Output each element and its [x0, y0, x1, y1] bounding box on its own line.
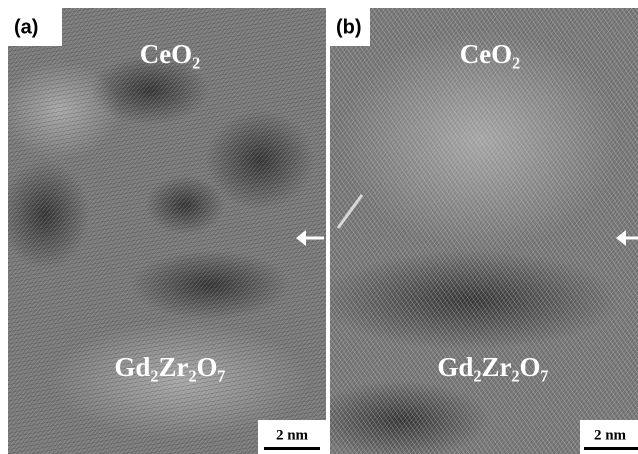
micrograph-b — [310, 8, 638, 454]
figure: (a) CeO₂ Gd₂Zr₂O₇ 2 nm (b) CeO₂ Gd₂Zr₂O₇… — [0, 0, 638, 454]
panel-label: (a) — [14, 16, 38, 38]
phase-label: CeO₂ — [140, 39, 201, 69]
phase-label: CeO₂ — [460, 39, 521, 69]
scale-bar — [264, 447, 320, 450]
micrograph-a — [0, 8, 326, 454]
scale-bar — [584, 447, 638, 450]
scale-bar-label: 2 nm — [276, 427, 309, 443]
phase-label: Gd₂Zr₂O₇ — [437, 352, 548, 382]
phase-label: Gd₂Zr₂O₇ — [114, 352, 225, 382]
panel-label: (b) — [336, 16, 362, 38]
scale-bar-label: 2 nm — [594, 427, 627, 443]
